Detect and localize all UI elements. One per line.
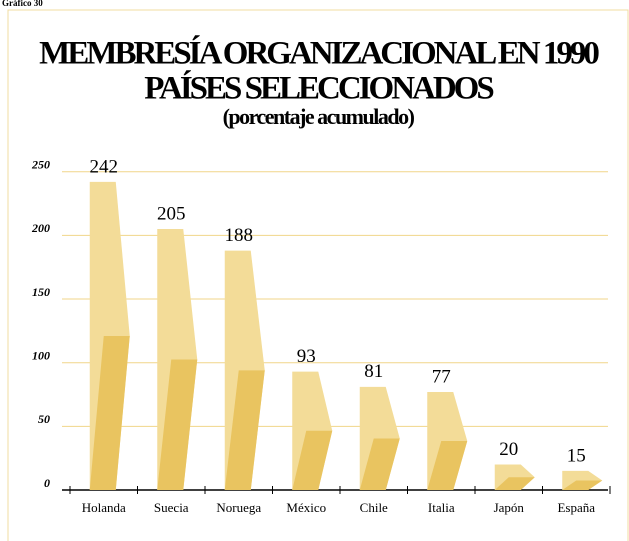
bar [562,470,603,490]
x-tick-label: México [286,500,326,515]
bar-part [359,438,400,490]
value-label: 77 [432,366,451,387]
chart-label: Gráfico 30 [2,0,43,8]
value-label: 20 [499,439,518,460]
bar-part [89,335,130,490]
x-tick-label: Noruega [216,500,261,515]
bar [494,464,535,490]
value-label: 205 [157,203,186,224]
bar [292,371,333,490]
bar-part [157,359,198,490]
chart-title: MEMBRESÍA ORGANIZACIONAL EN 1990 [39,35,599,72]
y-tick-label: 50 [38,412,50,426]
y-tick-label: 200 [31,221,50,235]
bar-part [224,370,265,490]
bar [89,181,130,490]
x-tick-label: España [557,500,595,515]
bar-part [494,477,535,490]
x-tick-label: Italia [428,500,455,515]
frame [7,9,629,541]
bar [359,386,400,490]
y-tick-label: 250 [31,157,50,171]
bar [157,229,198,490]
bar-part [562,480,603,490]
x-tick-label: Chile [360,500,388,515]
value-label: 93 [297,346,316,367]
x-tick-label: Suecia [154,500,189,515]
bar-part [292,430,333,490]
value-label: 242 [90,156,119,177]
value-label: 188 [225,225,254,246]
y-tick-label: 100 [32,348,50,362]
value-label: 15 [567,445,586,466]
bar [224,250,265,490]
x-tick-label: Holanda [82,500,126,515]
value-label: 81 [364,361,383,382]
bar [427,391,468,490]
bar-part [427,440,468,490]
y-tick-label: 150 [32,285,50,299]
chart-note: (porcentaje acumulado) [223,104,415,129]
y-tick-label: 0 [44,476,50,490]
x-tick-label: Japón [494,500,525,515]
chart-subtitle: PAÍSES SELECCIONADOS [144,70,493,107]
